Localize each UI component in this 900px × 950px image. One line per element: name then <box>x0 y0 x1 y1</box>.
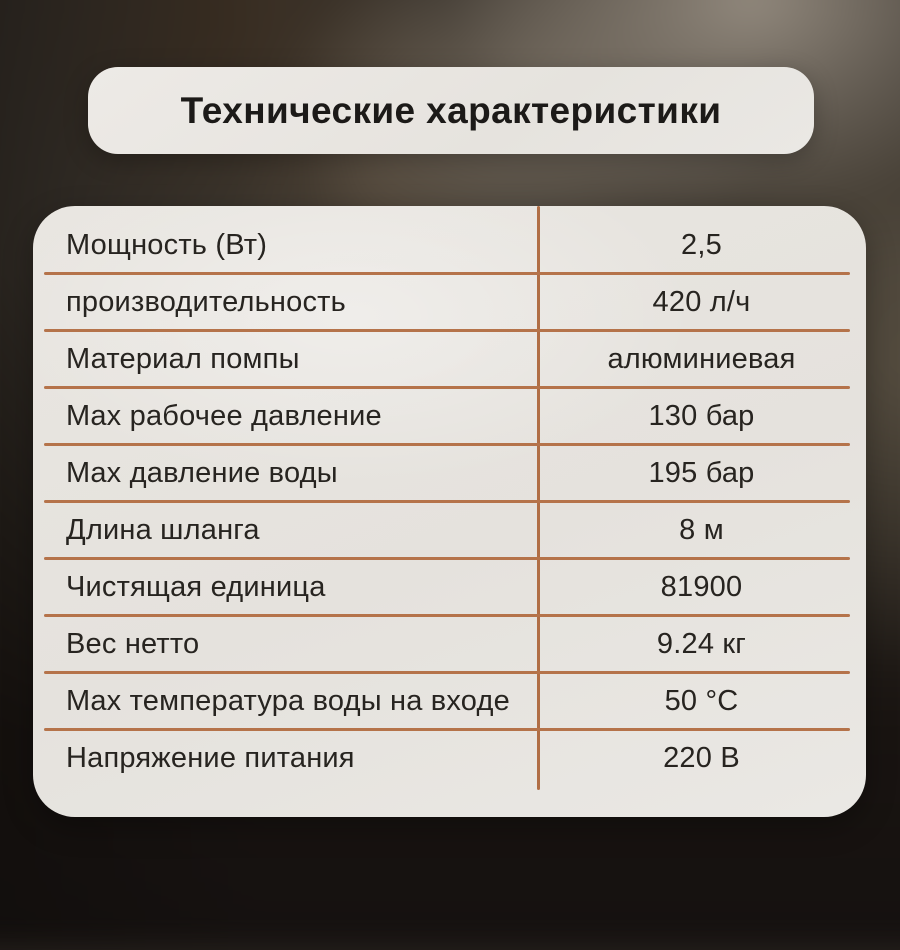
page-title: Технические характеристики <box>180 89 722 131</box>
spec-value: 420 л/ч <box>652 286 751 318</box>
table-row: Max давление воды 195 бар <box>33 445 866 503</box>
table-row: Мощность (Вт) 2,5 <box>33 217 866 275</box>
spec-value: 9.24 кг <box>656 628 747 660</box>
spec-value: 130 бар <box>648 400 755 432</box>
spec-value: 8 м <box>679 514 724 546</box>
spec-value: алюминиевая <box>607 343 796 375</box>
column-divider <box>537 206 540 790</box>
spec-value: 50 °C <box>664 685 739 717</box>
spec-label: Max давление воды <box>66 457 338 489</box>
spec-label: Max рабочее давление <box>66 400 382 432</box>
table-row: производительность 420 л/ч <box>33 274 866 332</box>
title-card: Технические характеристики <box>88 67 814 154</box>
spec-label: Напряжение питания <box>66 742 355 774</box>
spec-value: 2,5 <box>681 229 722 261</box>
spec-label: Мощность (Вт) <box>66 229 268 261</box>
spec-label: Max температура воды на входе <box>66 685 510 717</box>
table-row: Max температура воды на входе 50 °C <box>33 673 866 731</box>
table-row: Длина шланга 8 м <box>33 502 866 560</box>
table-row: Материал помпы алюминиевая <box>33 331 866 389</box>
spec-value: 220 В <box>663 742 740 774</box>
spec-value: 81900 <box>660 571 743 603</box>
spec-label: Чистящая единица <box>66 571 326 603</box>
table-row: Чистящая единица 81900 <box>33 559 866 617</box>
spec-label: Длина шланга <box>66 514 260 546</box>
spec-value: 195 бар <box>648 457 755 489</box>
table-row: Max рабочее давление 130 бар <box>33 388 866 446</box>
spec-table-card: Мощность (Вт) 2,5 производительность 420… <box>33 206 866 817</box>
spec-label: Материал помпы <box>66 343 300 375</box>
spec-label: производительность <box>66 286 346 318</box>
table-row: Напряжение питания 220 В <box>33 730 866 787</box>
spec-label: Вес нетто <box>66 628 200 660</box>
table-row: Вес нетто 9.24 кг <box>33 616 866 674</box>
